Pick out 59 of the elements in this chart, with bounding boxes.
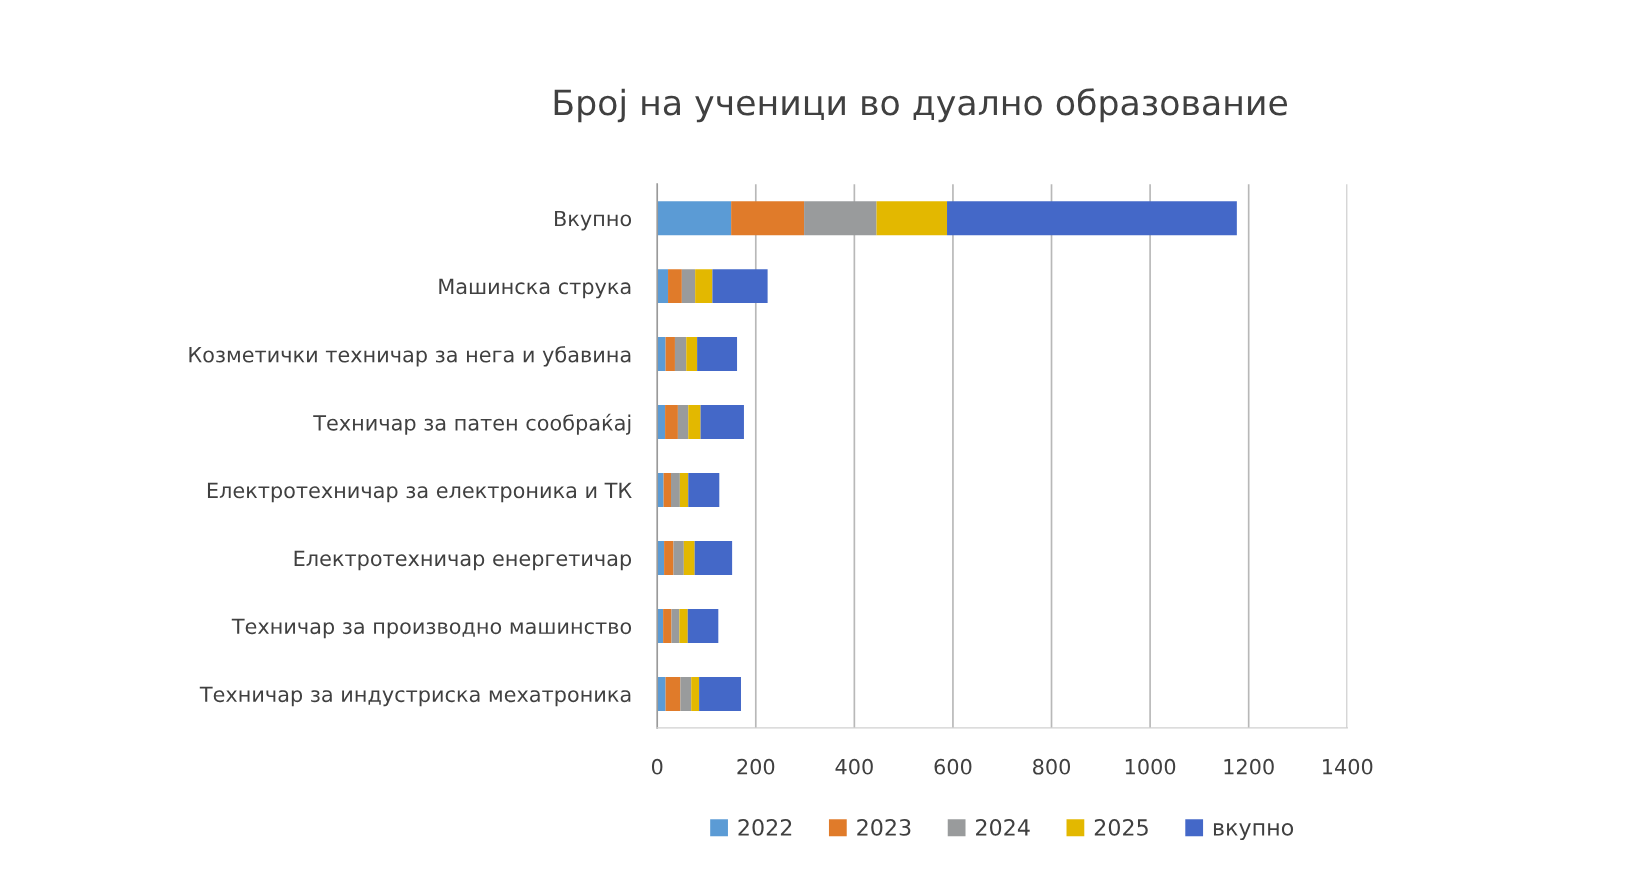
y-tick-label: Козметички техничар за нега и убавина (189, 346, 631, 367)
legend-label: вкупно (1213, 823, 1294, 841)
bar (691, 676, 700, 711)
bar (699, 676, 741, 711)
bar (694, 541, 733, 575)
x-tick-label: 1000 (1125, 758, 1176, 775)
bar (668, 269, 682, 304)
bar (673, 541, 684, 575)
x-tick-label: 1200 (1224, 758, 1274, 775)
bar (679, 473, 689, 508)
bar (657, 473, 664, 508)
bar (712, 269, 768, 304)
bar (674, 337, 687, 372)
y-tick-label: Машинска струка (439, 278, 631, 299)
bar (681, 269, 696, 304)
x-tick-label: 1400 (1323, 758, 1373, 775)
bar (804, 201, 877, 236)
bar (663, 608, 672, 643)
bar (700, 405, 744, 440)
y-tick-label: Електротехничар енергетичар (294, 550, 632, 571)
bar (657, 201, 732, 236)
y-tick-label: Електротехничар за електроника и ТК (207, 482, 632, 503)
y-tick-label: Техничар за производно машинство (231, 618, 632, 639)
bar (664, 541, 674, 575)
bar (663, 473, 671, 508)
legend-label: 2022 (738, 818, 792, 836)
legend-label: 2025 (1094, 818, 1148, 836)
bar (665, 676, 681, 711)
bar (680, 676, 692, 711)
bar (657, 337, 666, 372)
bar (697, 337, 738, 372)
bar (665, 405, 678, 440)
bar (731, 201, 805, 236)
y-tick-label: Техничар за патен сообраќај (313, 413, 631, 435)
y-tick-label: Вкупно (555, 210, 632, 231)
bar (947, 201, 1237, 236)
bar (687, 608, 719, 643)
bar (876, 201, 948, 236)
bar (657, 676, 666, 711)
bar (657, 269, 669, 304)
bar (686, 337, 698, 372)
legend-label: 2024 (976, 818, 1030, 836)
bar (671, 608, 680, 643)
x-tick-label: 600 (934, 758, 972, 775)
bar (695, 269, 713, 304)
bar (688, 473, 720, 508)
y-tick-label: Техничар за индустриска мехатроника (199, 686, 631, 707)
bar (679, 608, 688, 643)
x-tick-label: 800 (1033, 758, 1071, 775)
chart-title: Број на ученици во дуално образование (554, 88, 1287, 123)
bar (671, 473, 680, 508)
bar (688, 405, 701, 440)
bar (677, 405, 689, 440)
x-tick-label: 200 (737, 758, 775, 775)
x-tick-label: 400 (835, 758, 873, 775)
bar (683, 541, 695, 575)
bar (665, 337, 675, 372)
x-tick-label: 0 (651, 758, 663, 775)
legend-label: 2023 (857, 818, 911, 836)
